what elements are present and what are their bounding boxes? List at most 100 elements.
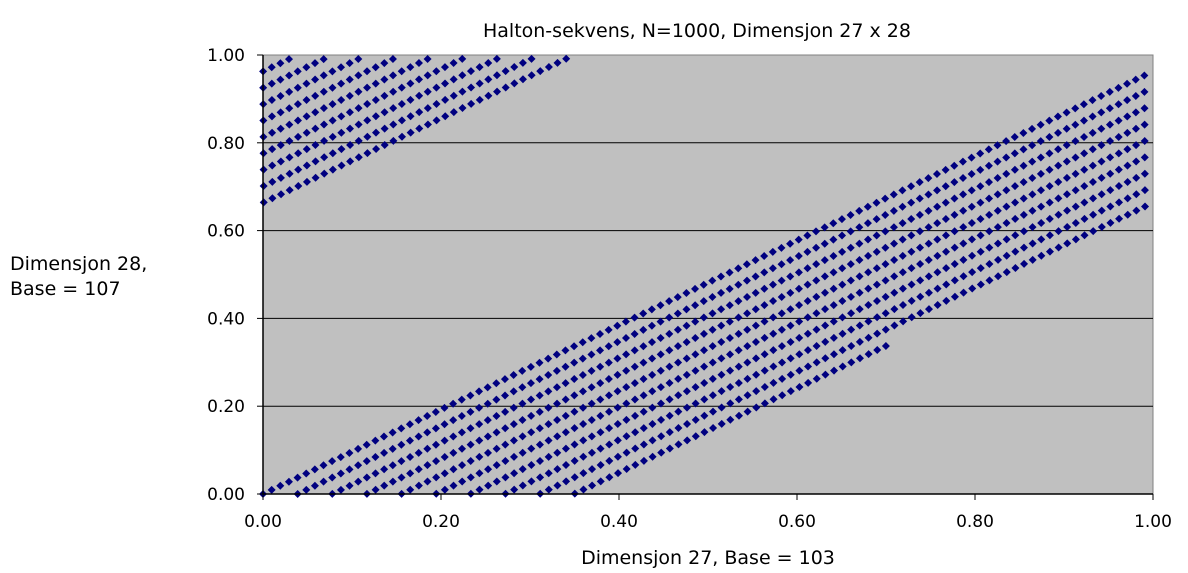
data-point bbox=[855, 354, 864, 363]
data-point bbox=[553, 448, 562, 457]
data-point bbox=[328, 165, 337, 174]
data-point bbox=[968, 284, 977, 293]
data-point bbox=[561, 362, 570, 371]
data-point bbox=[838, 296, 847, 305]
data-point bbox=[371, 112, 380, 121]
data-point bbox=[535, 358, 544, 367]
data-point bbox=[1106, 202, 1115, 211]
data-point bbox=[864, 268, 873, 277]
data-point bbox=[837, 215, 846, 224]
data-point bbox=[976, 182, 985, 191]
data-point bbox=[1010, 149, 1019, 158]
data-point bbox=[631, 444, 640, 453]
data-point bbox=[700, 395, 709, 404]
data-point bbox=[1071, 120, 1080, 129]
data-point bbox=[302, 128, 311, 137]
data-point bbox=[285, 186, 294, 195]
data-point bbox=[1071, 153, 1080, 162]
data-point bbox=[622, 366, 631, 375]
data-point bbox=[449, 108, 458, 117]
data-point bbox=[1062, 157, 1071, 166]
data-point bbox=[812, 374, 821, 383]
data-point bbox=[873, 329, 882, 338]
data-point bbox=[898, 268, 907, 277]
data-point bbox=[1054, 243, 1063, 252]
data-point bbox=[855, 206, 864, 215]
data-point bbox=[760, 383, 769, 392]
data-point bbox=[708, 407, 717, 416]
data-point bbox=[1028, 157, 1037, 166]
data-point bbox=[1002, 235, 1011, 244]
data-point bbox=[881, 325, 890, 334]
data-point bbox=[345, 75, 354, 84]
data-point bbox=[492, 428, 501, 437]
data-point bbox=[847, 358, 856, 367]
data-point bbox=[294, 149, 303, 158]
data-point bbox=[769, 329, 778, 338]
data-point bbox=[751, 321, 760, 330]
data-point bbox=[363, 67, 372, 76]
data-point bbox=[708, 293, 717, 302]
data-point bbox=[872, 280, 881, 289]
data-point bbox=[380, 465, 389, 474]
data-point bbox=[699, 297, 708, 306]
data-point bbox=[1019, 128, 1028, 137]
data-point bbox=[389, 104, 398, 113]
data-point bbox=[950, 276, 959, 285]
data-point bbox=[398, 132, 407, 141]
data-point bbox=[898, 219, 907, 228]
data-point bbox=[587, 448, 596, 457]
data-point bbox=[1071, 186, 1080, 195]
data-point bbox=[483, 383, 492, 392]
data-point bbox=[924, 288, 933, 297]
data-point bbox=[777, 276, 786, 285]
data-point bbox=[872, 198, 881, 207]
data-point bbox=[1028, 206, 1037, 215]
data-point bbox=[561, 395, 570, 404]
data-point bbox=[1080, 132, 1089, 141]
data-point bbox=[829, 219, 838, 228]
data-point bbox=[657, 415, 666, 424]
data-point bbox=[639, 407, 648, 416]
data-point bbox=[907, 182, 916, 191]
data-point bbox=[1054, 145, 1063, 154]
data-point bbox=[1071, 235, 1080, 244]
axes bbox=[262, 55, 1153, 495]
data-point bbox=[864, 301, 873, 310]
data-point bbox=[527, 411, 536, 420]
data-point bbox=[683, 436, 692, 445]
data-point bbox=[786, 305, 795, 314]
data-point bbox=[812, 260, 821, 269]
data-point bbox=[414, 432, 423, 441]
data-point bbox=[285, 55, 294, 64]
data-point bbox=[475, 436, 484, 445]
data-point bbox=[579, 403, 588, 412]
data-point bbox=[786, 387, 795, 396]
data-point bbox=[933, 284, 942, 293]
data-point bbox=[1097, 124, 1106, 133]
data-point bbox=[993, 223, 1002, 232]
data-point bbox=[648, 338, 657, 347]
data-point bbox=[293, 473, 302, 482]
data-point bbox=[803, 247, 812, 256]
data-point bbox=[967, 186, 976, 195]
data-point bbox=[1002, 251, 1011, 260]
data-point bbox=[786, 256, 795, 265]
data-point bbox=[483, 399, 492, 408]
data-point bbox=[864, 251, 873, 260]
data-point bbox=[1002, 202, 1011, 211]
data-point bbox=[717, 419, 726, 428]
data-point bbox=[570, 407, 579, 416]
data-point bbox=[484, 465, 493, 474]
data-point bbox=[328, 100, 337, 109]
data-point bbox=[466, 457, 475, 466]
data-point bbox=[639, 374, 648, 383]
data-point bbox=[985, 227, 994, 236]
data-point bbox=[717, 354, 726, 363]
data-point bbox=[302, 485, 311, 494]
data-point bbox=[389, 120, 398, 129]
data-point bbox=[665, 362, 674, 371]
data-point bbox=[725, 284, 734, 293]
data-point bbox=[760, 333, 769, 342]
data-point bbox=[328, 149, 337, 158]
